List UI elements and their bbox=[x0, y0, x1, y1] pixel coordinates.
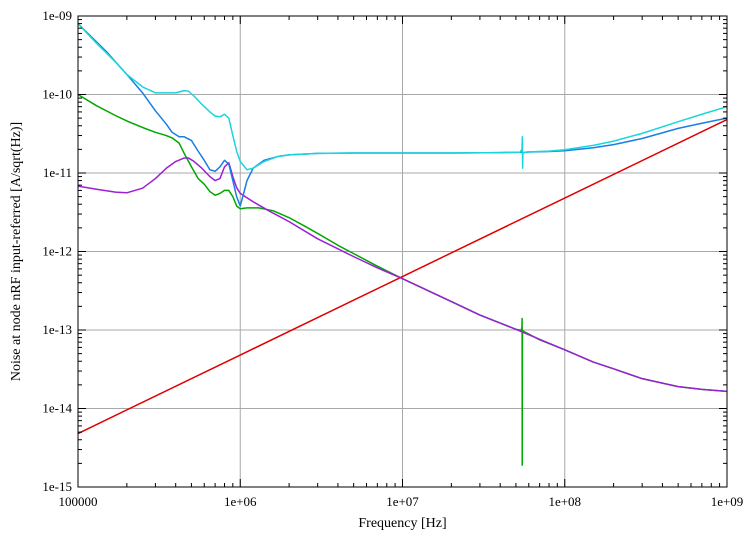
x-tick-label: 1e+08 bbox=[548, 494, 581, 509]
y-tick-label: 1e-11 bbox=[43, 165, 72, 180]
series-line-1 bbox=[77, 118, 728, 435]
x-tick-label: 100000 bbox=[59, 494, 98, 509]
ticks: 100000 1e+06 1e+07 1e+08 1e+09 1e-15 1e-14 1e-1… bbox=[42, 8, 743, 509]
y-tick-label: 1e-15 bbox=[42, 479, 72, 494]
grid bbox=[78, 16, 727, 487]
x-axis-title: Frequency [Hz] bbox=[358, 516, 446, 531]
series-line-3 bbox=[77, 157, 728, 393]
x-tick-label: 1e+07 bbox=[386, 494, 419, 509]
x-tick-label: 1e+09 bbox=[711, 494, 744, 509]
y-tick-label: 1e-09 bbox=[42, 8, 72, 23]
y-tick-label: 1e-13 bbox=[42, 322, 72, 337]
series-layer bbox=[77, 23, 728, 466]
x-tick-label: 1e+06 bbox=[224, 494, 257, 509]
series-line-2 bbox=[77, 93, 728, 466]
y-tick-label: 1e-10 bbox=[42, 87, 72, 102]
y-tick-label: 1e-14 bbox=[42, 401, 72, 416]
y-tick-label: 1e-12 bbox=[42, 244, 72, 259]
series-line-5 bbox=[77, 23, 728, 171]
y-axis-title: Noise at node nRF input-referred [A/sqrt… bbox=[9, 122, 24, 381]
